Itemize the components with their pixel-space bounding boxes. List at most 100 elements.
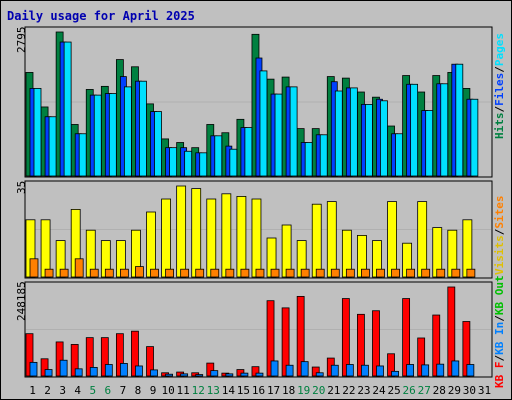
x-tick-label-day-24: 24 xyxy=(372,384,386,397)
bar-sites-day-8 xyxy=(135,266,144,278)
bar-sites-day-18 xyxy=(285,268,295,278)
bar-kb-in-day-16 xyxy=(255,372,264,377)
bar-pages-day-20 xyxy=(319,134,328,177)
x-tick-label-day-3: 3 xyxy=(59,384,66,397)
bar-sites-day-13 xyxy=(210,268,220,278)
bar-kb-in-day-17 xyxy=(270,360,279,377)
bar-kb-f-day-24 xyxy=(372,310,380,377)
bar-visits-day-9 xyxy=(146,211,156,278)
bar-sites-day-30 xyxy=(466,268,476,278)
x-tick-label-day-9: 9 xyxy=(150,384,157,397)
bar-kb-in-day-2 xyxy=(44,369,53,377)
bar-pages-day-21 xyxy=(334,90,343,177)
x-tick-label-day-21: 21 xyxy=(327,384,340,397)
x-tick-label-day-5: 5 xyxy=(89,384,96,397)
bar-visits-day-30 xyxy=(462,219,473,278)
bar-kb-in-day-4 xyxy=(74,368,83,377)
bar-kb-in-day-10 xyxy=(165,373,173,377)
x-tick-label-day-18: 18 xyxy=(282,384,295,397)
x-tick-label-day-13: 13 xyxy=(207,384,220,397)
bar-kb-f-day-1 xyxy=(25,333,34,377)
bar-visits-day-10 xyxy=(161,198,171,278)
x-tick-label-day-12: 12 xyxy=(192,384,205,397)
bar-kb-in-day-21 xyxy=(330,364,339,377)
bar-kb-f-day-28 xyxy=(432,314,441,377)
bar-pages-day-5 xyxy=(93,94,102,177)
bar-kb-in-day-26 xyxy=(406,364,415,377)
bar-sites-day-27 xyxy=(421,268,431,278)
x-tick-label-day-8: 8 xyxy=(135,384,142,397)
bar-visits-day-15 xyxy=(236,195,247,278)
x-tick-label-day-1: 1 xyxy=(29,384,36,397)
bar-kb-in-day-18 xyxy=(285,364,294,377)
bar-pages-day-13 xyxy=(214,135,223,177)
bar-pages-day-29 xyxy=(455,63,464,177)
bar-kb-in-day-22 xyxy=(345,364,354,377)
bar-kb-f-day-16 xyxy=(251,366,260,377)
x-tick-label-day-15: 15 xyxy=(237,384,250,397)
bar-visits-day-11 xyxy=(176,185,187,278)
bar-visits-day-20 xyxy=(311,203,322,278)
bar-visits-day-25 xyxy=(387,201,397,278)
bar-kb-f-day-8 xyxy=(131,330,139,377)
bar-kb-f-day-20 xyxy=(311,366,320,377)
bar-pages-day-11 xyxy=(184,150,193,177)
x-tick-label-day-4: 4 xyxy=(74,384,81,397)
x-tick-label-day-23: 23 xyxy=(357,384,370,397)
bar-sites-day-3 xyxy=(59,268,69,278)
bar-sites-day-17 xyxy=(270,268,280,278)
bar-sites-day-22 xyxy=(345,268,355,278)
bar-sites-day-19 xyxy=(300,268,310,278)
bar-kb-f-day-27 xyxy=(417,337,426,377)
bar-sites-day-5 xyxy=(89,268,99,278)
bar-kb-f-day-26 xyxy=(402,298,411,377)
bar-sites-day-28 xyxy=(436,268,446,278)
bar-kb-in-day-11 xyxy=(180,373,189,377)
x-tick-label-day-6: 6 xyxy=(105,384,112,397)
bar-visits-day-13 xyxy=(206,198,217,278)
bar-sites-day-12 xyxy=(195,268,205,278)
bar-pages-day-12 xyxy=(199,152,208,177)
x-tick-label-day-2: 2 xyxy=(44,384,51,397)
bar-kb-in-day-24 xyxy=(376,365,384,377)
bar-kb-f-day-25 xyxy=(387,353,395,377)
bar-kb-in-day-7 xyxy=(119,363,128,377)
bar-sites-day-20 xyxy=(315,268,325,278)
x-tick-label-day-29: 29 xyxy=(448,384,461,397)
bar-kb-f-day-7 xyxy=(115,333,124,377)
bar-kb-in-day-6 xyxy=(104,364,113,377)
bar-sites-day-11 xyxy=(180,268,190,278)
bar-kb-in-day-27 xyxy=(421,364,430,377)
bar-pages-day-6 xyxy=(108,93,117,177)
bar-kb-f-day-19 xyxy=(296,295,305,377)
bar-kb-in-day-19 xyxy=(300,361,309,377)
bar-sites-day-25 xyxy=(391,268,400,278)
x-tick-label-day-22: 22 xyxy=(342,384,355,397)
bar-pages-day-25 xyxy=(395,133,403,177)
x-tick-label-day-31: 31 xyxy=(478,384,491,397)
bar-kb-in-day-3 xyxy=(59,359,68,377)
bar-kb-f-day-30 xyxy=(462,321,471,377)
bar-sites-day-4 xyxy=(74,258,84,278)
bar-sites-day-10 xyxy=(165,268,174,278)
x-tick-label-day-16: 16 xyxy=(252,384,265,397)
x-tick-label-day-11: 11 xyxy=(177,384,190,397)
bar-pages-day-23 xyxy=(365,103,373,177)
bar-kb-in-day-28 xyxy=(436,363,445,377)
bar-sites-day-16 xyxy=(255,268,265,278)
bar-sites-day-26 xyxy=(406,268,416,278)
bar-sites-day-23 xyxy=(361,268,370,278)
bar-pages-day-26 xyxy=(410,83,419,177)
x-tick-label-day-25: 25 xyxy=(387,384,400,397)
bar-pages-day-2 xyxy=(48,116,57,177)
bar-pages-day-28 xyxy=(440,83,449,177)
bar-kb-f-day-6 xyxy=(100,337,109,377)
bar-visits-day-27 xyxy=(417,201,428,278)
bar-kb-f-day-9 xyxy=(146,346,154,377)
bar-sites-day-21 xyxy=(330,268,340,278)
bar-pages-day-19 xyxy=(304,142,313,177)
bar-sites-day-1 xyxy=(29,258,39,278)
bar-sites-day-7 xyxy=(119,268,129,278)
bar-kb-f-day-2 xyxy=(40,358,49,377)
